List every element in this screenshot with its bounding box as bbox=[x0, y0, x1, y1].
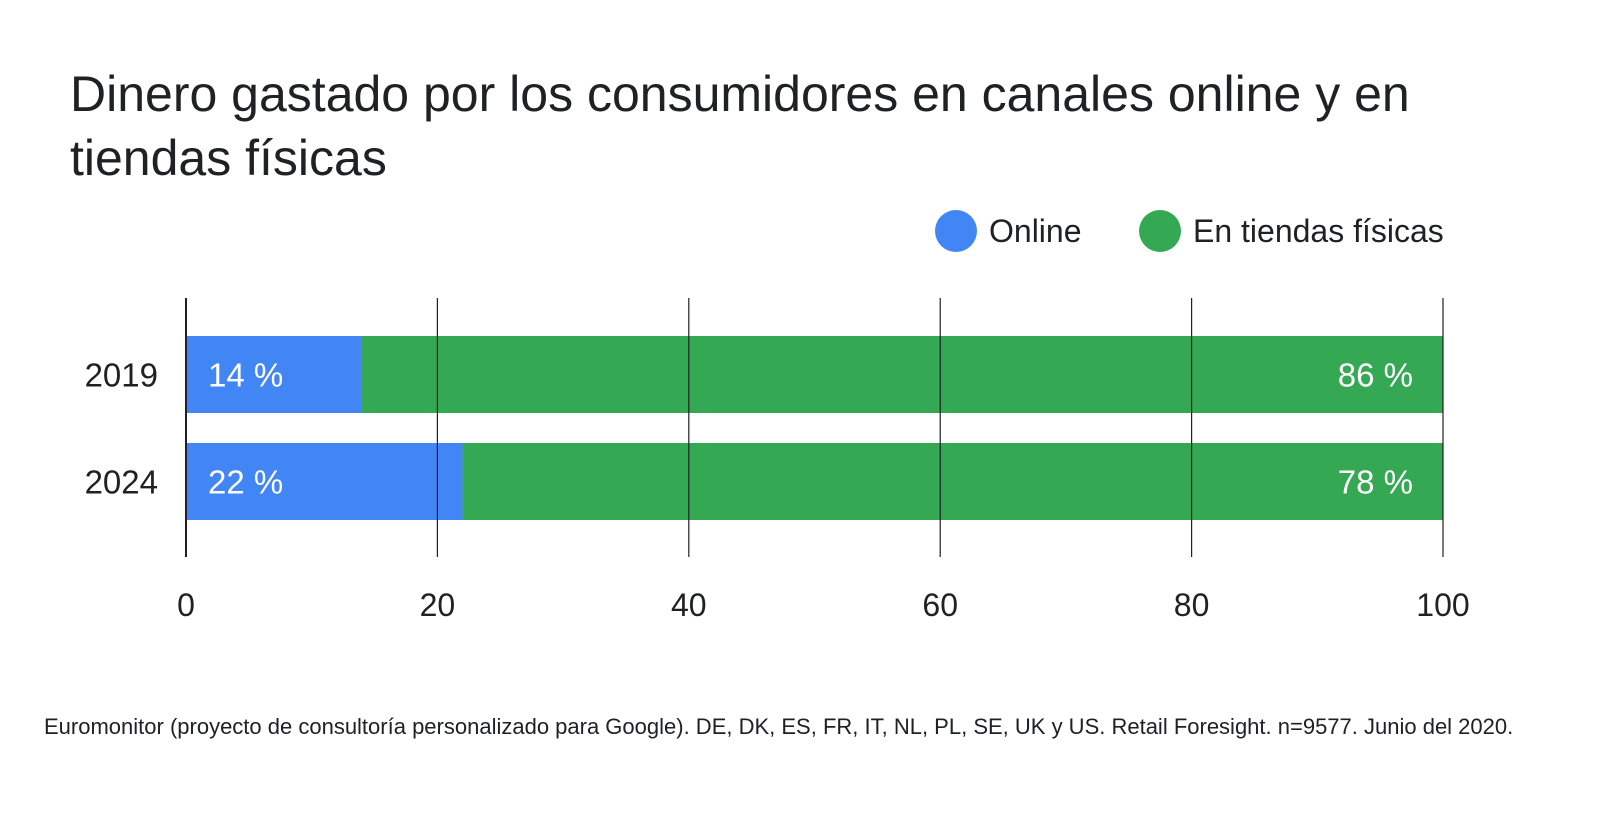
source-note: Euromonitor (proyecto de consultoría per… bbox=[44, 714, 1514, 739]
x-tick-label-80: 80 bbox=[1174, 587, 1210, 623]
x-tick-label-0: 0 bbox=[177, 587, 195, 623]
bar-2019-store bbox=[361, 336, 1444, 413]
legend-label-store: En tiendas físicas bbox=[1193, 212, 1444, 249]
x-tick-label-20: 20 bbox=[420, 587, 456, 623]
category-label-2019: 2019 bbox=[85, 357, 158, 394]
data-label-2019-store: 86 % bbox=[1338, 357, 1413, 394]
bar-2019-online bbox=[186, 336, 362, 413]
x-tick-label-60: 60 bbox=[922, 587, 958, 623]
legend-swatch-online bbox=[935, 210, 977, 252]
x-tick-label-40: 40 bbox=[671, 587, 707, 623]
bar-2024-store bbox=[462, 443, 1443, 520]
x-tick-label-100: 100 bbox=[1416, 587, 1469, 623]
data-label-2024-online: 22 % bbox=[208, 464, 283, 501]
bar-2024-online bbox=[186, 443, 463, 520]
legend-swatch-store bbox=[1139, 210, 1181, 252]
data-label-2019-online: 14 % bbox=[208, 357, 283, 394]
category-label-2024: 2024 bbox=[85, 464, 158, 501]
chart-title: Dinero gastado por los consumidores en c… bbox=[70, 66, 1410, 186]
bar-chart: 0 20 40 60 80 100 2019 2024 14 % 86 % 22 % 78 % bbox=[85, 298, 1470, 623]
legend-label-online: Online bbox=[989, 212, 1082, 249]
legend: Online En tiendas físicas bbox=[0, 208, 1600, 254]
legend-item-store: En tiendas físicas bbox=[1139, 208, 1444, 254]
data-label-2024-store: 78 % bbox=[1338, 464, 1413, 501]
legend-item-online: Online bbox=[935, 208, 1082, 254]
